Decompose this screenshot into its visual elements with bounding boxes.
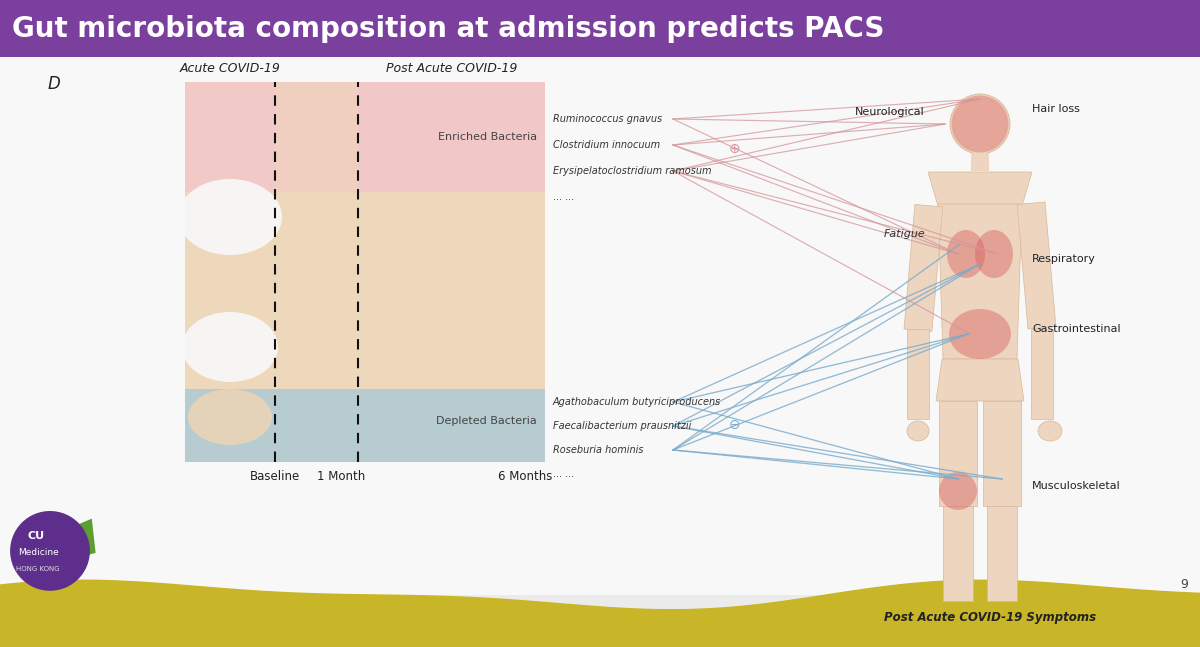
Ellipse shape <box>178 179 282 255</box>
Text: Enriched Bacteria: Enriched Bacteria <box>438 132 538 142</box>
Text: 9: 9 <box>1180 578 1188 591</box>
Polygon shape <box>938 204 1022 359</box>
Text: Gut microbiota composition at admission predicts PACS: Gut microbiota composition at admission … <box>12 15 884 43</box>
Text: Gastrointestinal: Gastrointestinal <box>1032 324 1121 334</box>
Text: Erysipelatoclostridium ramosum: Erysipelatoclostridium ramosum <box>553 166 712 176</box>
Bar <box>0 57 1200 595</box>
Text: Baseline: Baseline <box>250 470 300 483</box>
Text: HONG KONG: HONG KONG <box>16 565 60 572</box>
Ellipse shape <box>188 389 272 445</box>
Text: 6 Months: 6 Months <box>498 470 552 483</box>
Bar <box>1031 329 1054 419</box>
Text: Medicine: Medicine <box>18 548 59 557</box>
Polygon shape <box>936 359 1024 401</box>
Text: ... ...: ... ... <box>553 192 574 202</box>
Text: CU: CU <box>28 531 46 541</box>
Bar <box>185 389 545 462</box>
Bar <box>904 204 943 331</box>
Text: Musculoskeletal: Musculoskeletal <box>1032 481 1121 491</box>
Bar <box>0 0 1200 57</box>
Bar <box>185 82 275 192</box>
Circle shape <box>10 511 90 591</box>
Text: Agathobaculum butyriciproducens: Agathobaculum butyriciproducens <box>553 397 721 407</box>
Text: D: D <box>48 75 61 93</box>
Text: ⊕: ⊕ <box>730 142 740 156</box>
Bar <box>907 329 929 419</box>
Ellipse shape <box>907 421 929 441</box>
Ellipse shape <box>940 472 977 510</box>
Polygon shape <box>928 172 1032 206</box>
Ellipse shape <box>1038 421 1062 441</box>
Ellipse shape <box>976 230 1013 278</box>
Text: Fatigue: Fatigue <box>883 229 925 239</box>
Bar <box>988 506 1018 601</box>
Bar <box>358 82 545 192</box>
Text: Depleted Bacteria: Depleted Bacteria <box>437 415 538 426</box>
Bar <box>1018 202 1056 329</box>
Polygon shape <box>65 519 96 560</box>
Text: Post Acute COVID-19 Symptoms: Post Acute COVID-19 Symptoms <box>884 611 1096 624</box>
Ellipse shape <box>947 230 985 278</box>
Text: Neurological: Neurological <box>856 107 925 117</box>
Text: 1 Month: 1 Month <box>317 470 366 483</box>
Text: Hair loss: Hair loss <box>1032 104 1080 114</box>
Bar <box>185 82 545 462</box>
Text: Respiratory: Respiratory <box>1032 254 1096 264</box>
Ellipse shape <box>182 312 278 382</box>
Text: Clostridium innocuum: Clostridium innocuum <box>553 140 660 150</box>
Text: Faecalibacterium prausnitzii: Faecalibacterium prausnitzii <box>553 421 691 431</box>
Text: ... ...: ... ... <box>553 469 574 479</box>
Text: Acute COVID-19: Acute COVID-19 <box>180 62 281 75</box>
Circle shape <box>952 96 1008 153</box>
Ellipse shape <box>949 309 1012 359</box>
Text: Ruminococcus gnavus: Ruminococcus gnavus <box>553 114 662 124</box>
Text: Post Acute COVID-19: Post Acute COVID-19 <box>386 62 517 75</box>
Text: ⊖: ⊖ <box>730 418 740 432</box>
Bar <box>943 506 973 601</box>
Bar <box>971 153 989 171</box>
Text: Roseburia hominis: Roseburia hominis <box>553 445 643 455</box>
Polygon shape <box>275 82 358 192</box>
Bar <box>940 401 977 506</box>
Bar <box>983 401 1021 506</box>
Circle shape <box>950 94 1010 154</box>
